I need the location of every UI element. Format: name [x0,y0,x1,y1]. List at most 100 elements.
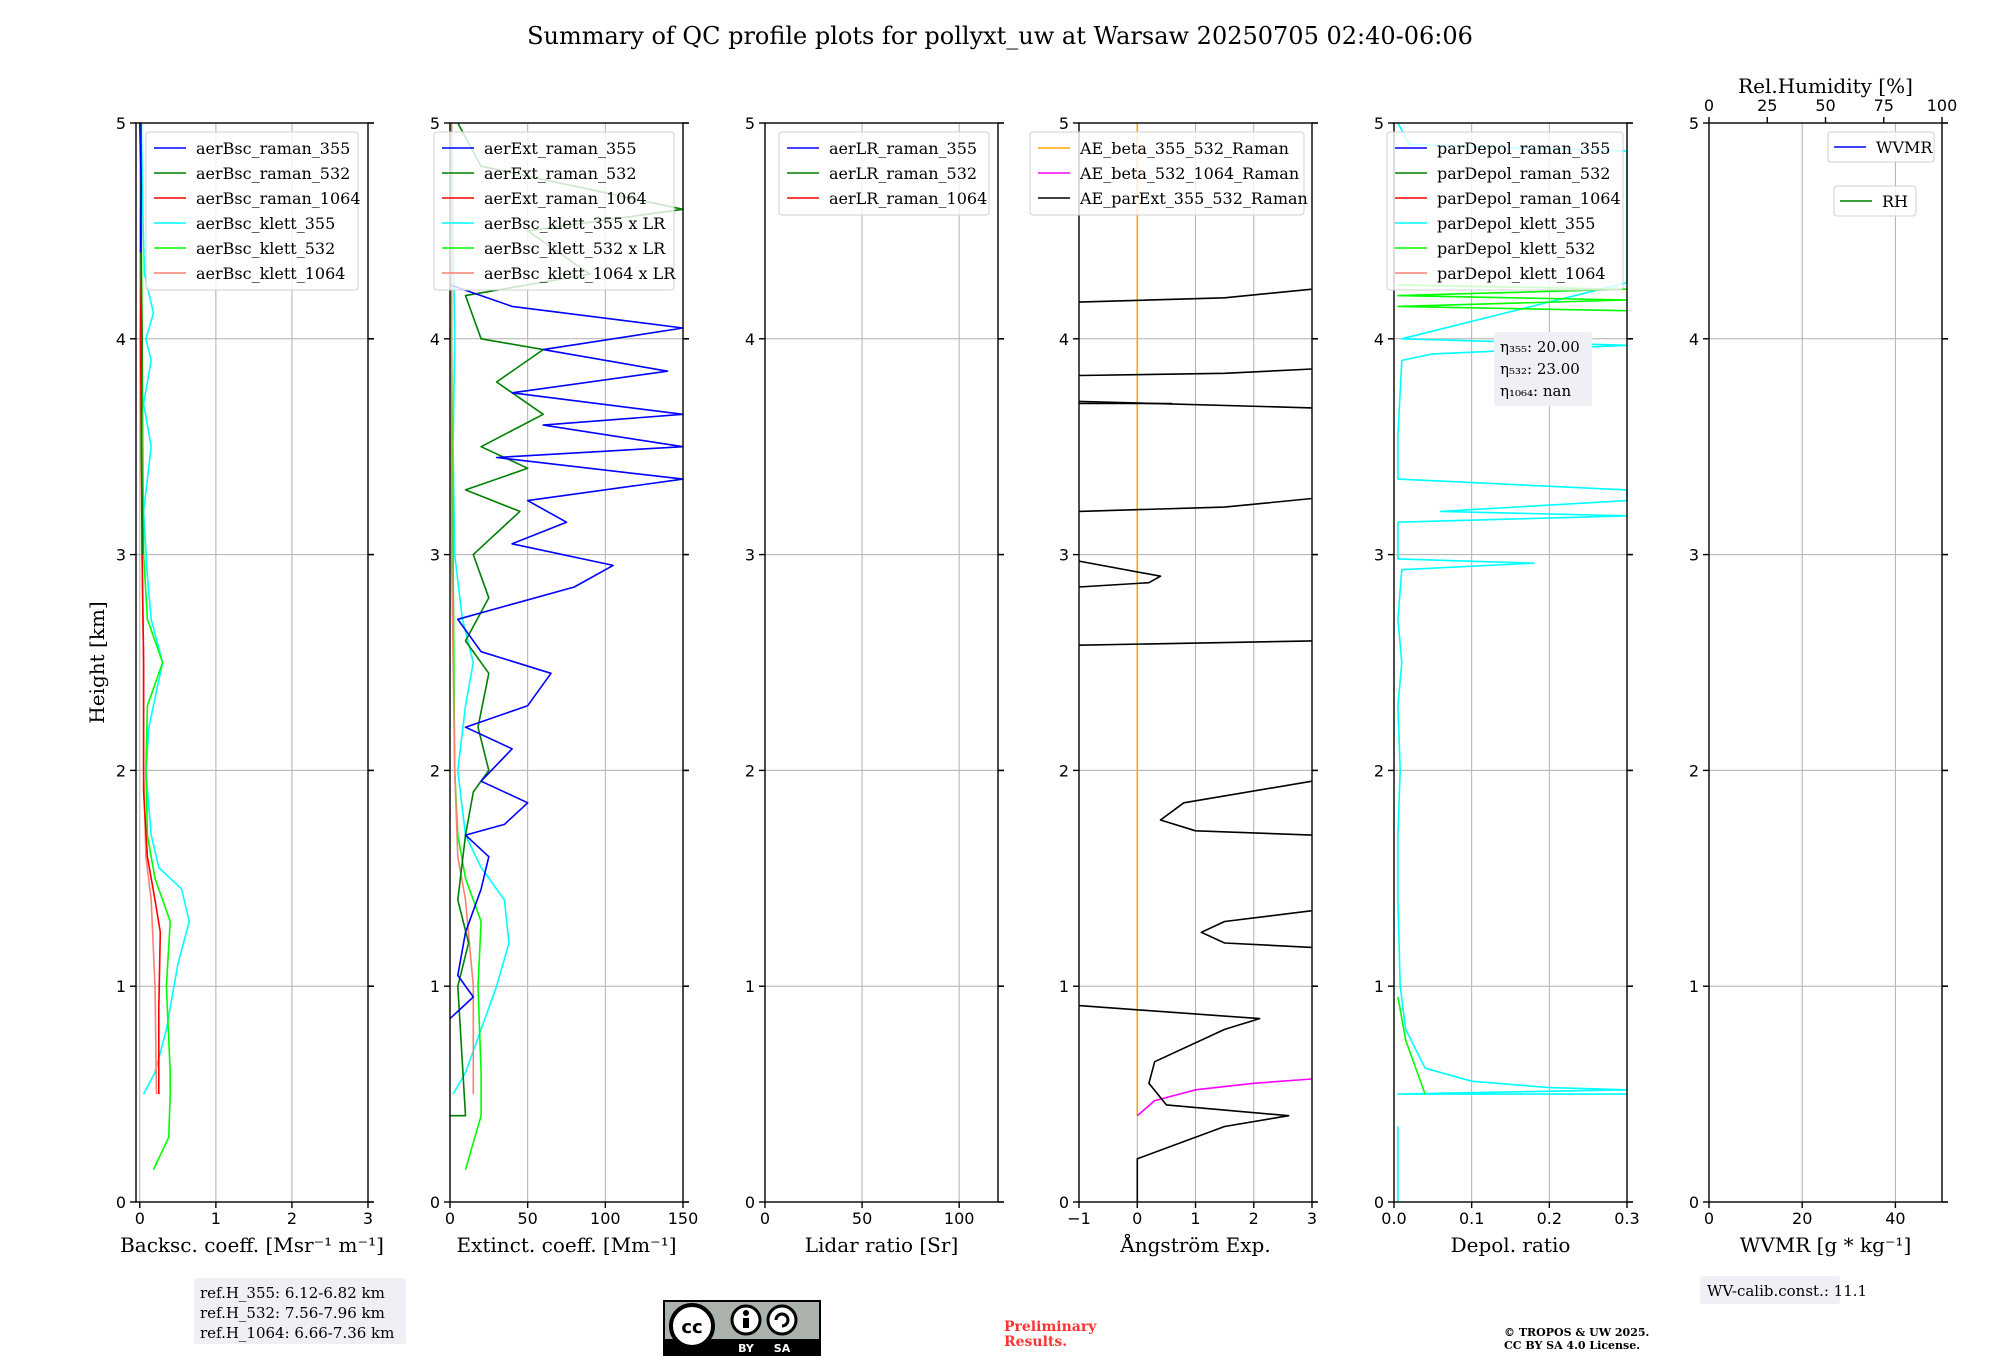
y-tick-label: 0 [1689,1193,1699,1212]
x-tick-label: 0.3 [1614,1209,1639,1228]
legend: WVMR RH [1827,131,1935,217]
legend-box [1029,131,1305,216]
legend-label: parDepol_klett_1064 [1437,264,1606,283]
legend-label: aerLR_raman_1064 [829,189,987,208]
series-line-AE_parExt_355_532_Raman [1159,780,1313,836]
x-tick-label: 1 [211,1209,221,1228]
series-line-parDepol_klett_355 [1397,122,1628,1095]
cc-by-label: BY [738,1342,755,1355]
top-x-tick-label: 100 [1927,96,1958,115]
series-line-parDepol_klett_532 [1397,996,1426,1095]
series-line-aerBsc_klett_532 x LR [450,123,482,1170]
series-line-AE_parExt_355_532_Raman [1078,368,1313,377]
x-tick-label: 2 [287,1209,297,1228]
x-axis-label: Backsc. coeff. [Msr⁻¹ m⁻¹] [120,1233,384,1257]
series-line-AE_parExt_355_532_Raman [1078,288,1313,303]
legend-label: AE_parExt_355_532_Raman [1079,189,1308,208]
y-tick-label: 2 [1374,761,1384,780]
y-tick-label: 2 [1059,761,1069,780]
x-tick-label: 0 [1132,1209,1142,1228]
preliminary-line-1: Preliminary [1004,1319,1097,1335]
y-tick-label: 2 [116,761,126,780]
top-x-axis-label: Rel.Humidity [%] [1738,74,1913,98]
x-tick-label: 0 [760,1209,770,1228]
y-tick-label: 0 [116,1193,126,1212]
y-tick-label: 5 [116,114,126,133]
legend-label: aerBsc_klett_532 [196,239,335,258]
y-tick-label: 3 [1059,546,1069,565]
legend: AE_beta_355_532_Raman AE_beta_532_1064_Ra… [1029,131,1308,216]
y-tick-label: 3 [116,546,126,565]
legend-label: parDepol_klett_532 [1437,239,1595,258]
legend-label: AE_beta_532_1064_Raman [1079,164,1299,183]
x-tick-label: 0.0 [1381,1209,1406,1228]
legend: aerExt_raman_355 aerExt_raman_532 aerExt_r… [433,131,676,291]
y-tick-label: 1 [745,977,755,996]
legend-label: aerLR_raman_532 [829,164,977,183]
y-tick-label: 2 [430,761,440,780]
series-line-AE_parExt_355_532_Raman [1078,640,1313,646]
eta-line: η₃₅₅: 20.00 [1500,338,1580,356]
chart-panels: 0 1 2 3 0 1 2 3 4 5 Backsc. coeff. [Msr⁻¹ m⁻¹] Heig… [85,74,1957,1257]
y-tick-label: 1 [1059,977,1069,996]
y-tick-label: 1 [1374,977,1384,996]
cc-logo-text: cc [681,1317,702,1338]
x-tick-label: 3 [1307,1209,1317,1228]
y-tick-label: 4 [116,330,126,349]
legend-label: WVMR [1876,138,1933,157]
eta-annotation-box [1494,332,1592,406]
y-tick-label: 0 [1059,1193,1069,1212]
series-line-aerBsc_klett_355 x LR [450,122,510,1095]
legend-label: aerBsc_klett_532 x LR [484,239,666,258]
x-tick-label: 0.2 [1537,1209,1562,1228]
series-line-AE_parExt_355_532_Raman [1078,497,1313,513]
axes-frame [135,122,369,1203]
axes-frame [1708,122,1943,1203]
x-axis-label: Extinct. coeff. [Mm⁻¹] [456,1233,676,1257]
x-tick-label: 100 [944,1209,975,1228]
x-tick-label: 0 [445,1209,455,1228]
panel-lr: 0 50 100 0 1 2 3 4 5 Lidar ratio [Sr] aerLR_raman_… [745,114,1004,1257]
eta-annotation: η₃₅₅: 20.00 η₅₃₂: 23.00 η₁₀₆₄: nan [1494,332,1592,406]
series-line-aerBsc_klett_1064 x LR [450,123,475,1095]
y-tick-label: 5 [1374,114,1384,133]
y-tick-label: 2 [1689,761,1699,780]
copyright-line-1: © TROPOS & UW 2025. [1504,1326,1649,1339]
series-line-AE_beta_532_1064_Raman [1136,1078,1313,1117]
y-axis-label: Height [km] [85,601,109,723]
legend-label: parDepol_raman_355 [1437,139,1610,158]
x-tick-label: 50 [517,1209,537,1228]
panel-wv: 0 20 40 0 1 2 3 4 5 WVMR [g * kg⁻¹] 0 25 50 75 100 Rel.… [1689,74,1957,1257]
sa-sharealike-icon [766,1304,798,1336]
series-line-AE_parExt_355_532_Raman [1078,1004,1290,1202]
cc-by-sa-badge: cc BY SA [663,1300,821,1356]
legend-label: aerBsc_klett_1064 [196,264,345,283]
y-tick-label: 1 [430,977,440,996]
ref-height-1064: ref.H_1064: 6.66-7.36 km [200,1324,394,1342]
y-tick-label: 2 [745,761,755,780]
y-tick-label: 0 [745,1193,755,1212]
figure-title: Summary of QC profile plots for pollyxt_… [527,22,1473,50]
axes-frame [449,122,684,1203]
x-axis-label: Lidar ratio [Sr] [805,1233,959,1257]
x-tick-label: 20 [1792,1209,1812,1228]
top-x-tick-label: 0 [1704,96,1714,115]
y-tick-label: 0 [1374,1193,1384,1212]
y-tick-label: 4 [430,330,440,349]
series-line-AE_parExt_355_532_Raman [1200,909,1313,949]
panel-bsc: 0 1 2 3 0 1 2 3 4 5 Backsc. coeff. [Msr⁻¹ m⁻¹] Heig… [85,114,384,1257]
copyright-line-2: CC BY SA 4.0 License. [1504,1339,1640,1352]
ref-height-532: ref.H_532: 7.56-7.96 km [200,1304,385,1322]
legend: parDepol_raman_355 parDepol_raman_532 parD… [1386,131,1624,291]
x-tick-label: 0 [135,1209,145,1228]
x-axis-label: WVMR [g * kg⁻¹] [1740,1233,1912,1257]
x-tick-label: 100 [590,1209,621,1228]
legend-label: RH [1882,192,1908,211]
x-tick-label: 3 [363,1209,373,1228]
x-tick-label: 0.1 [1459,1209,1484,1228]
legend-box [145,131,359,291]
wv-calib-const: WV-calib.const.: 11.1 [1707,1282,1867,1300]
x-axis-label: Depol. ratio [1451,1233,1571,1257]
